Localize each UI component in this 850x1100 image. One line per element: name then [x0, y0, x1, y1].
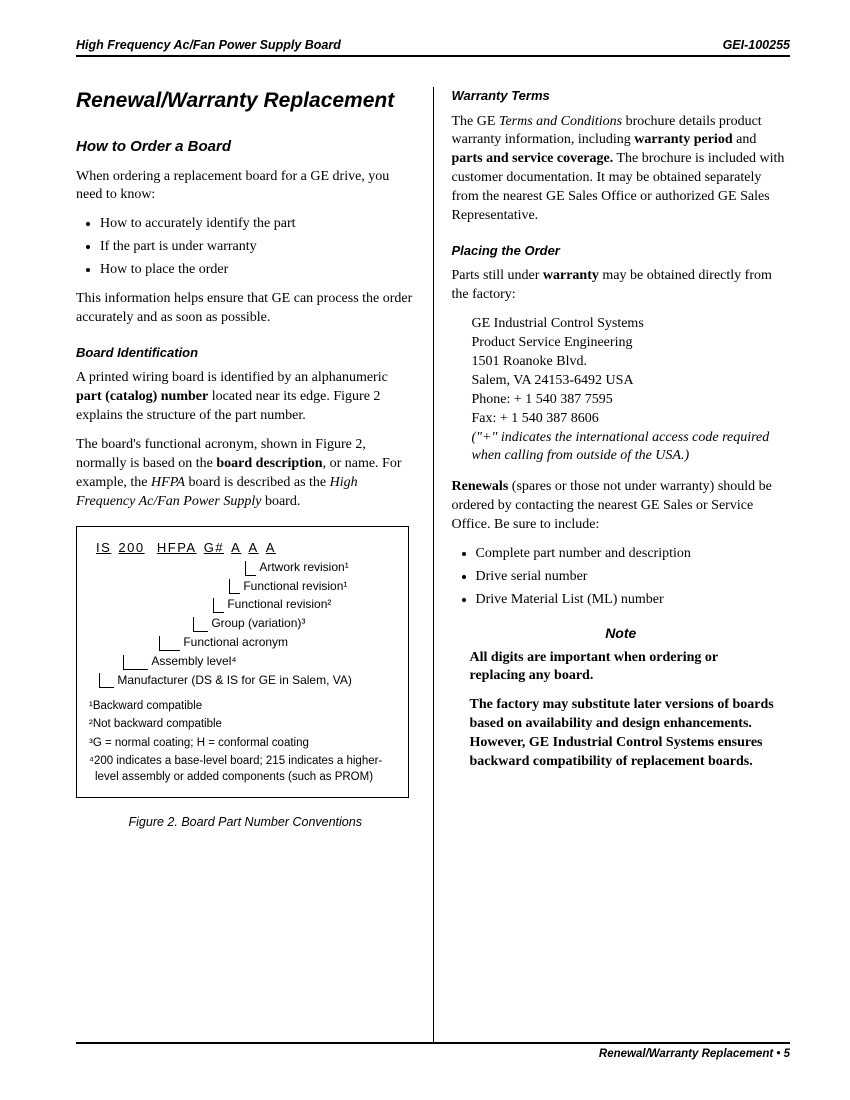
paragraph: Parts still under warranty may be obtain…: [452, 267, 791, 305]
paragraph: A printed wiring board is identified by …: [76, 369, 415, 426]
note-heading: Note: [452, 624, 791, 643]
page-footer: Renewal/Warranty Replacement • 5: [76, 1042, 790, 1060]
list-item: How to accurately identify the part: [100, 215, 415, 234]
part-number: IS 200 HFPA G# A A A: [95, 539, 396, 557]
list-item: How to place the order: [100, 261, 415, 280]
paragraph: When ordering a replacement board for a …: [76, 168, 415, 206]
list-item: Drive Material List (ML) number: [476, 591, 791, 610]
paragraph: This information helps ensure that GE ca…: [76, 290, 415, 328]
bullet-list: How to accurately identify the part If t…: [76, 215, 415, 280]
list-item: Complete part number and description: [476, 545, 791, 564]
section-placing-order: Placing the Order: [452, 242, 791, 260]
bullet-list: Complete part number and description Dri…: [452, 545, 791, 610]
section-warranty-terms: Warranty Terms: [452, 87, 791, 105]
figure-footnotes: ¹Backward compatible ²Not backward compa…: [89, 698, 396, 784]
header-left: High Frequency Ac/Fan Power Supply Board: [76, 38, 341, 52]
section-board-id: Board Identification: [76, 344, 415, 362]
note-text: All digits are important when ordering o…: [470, 649, 777, 687]
footer-text: Renewal/Warranty Replacement • 5: [599, 1048, 790, 1060]
part-number-tree: Artwork revision¹ Functional revision¹ F…: [89, 559, 396, 689]
header-right: GEI-100255: [723, 38, 790, 52]
paragraph: Renewals (spares or those not under warr…: [452, 478, 791, 535]
right-column: Warranty Terms The GE Terms and Conditio…: [433, 87, 791, 1042]
paragraph: The GE Terms and Conditions brochure det…: [452, 113, 791, 226]
paragraph: The board's functional acronym, shown in…: [76, 436, 415, 512]
figure-caption: Figure 2. Board Part Number Conventions: [76, 814, 415, 831]
page-header: High Frequency Ac/Fan Power Supply Board…: [76, 38, 790, 57]
figure-box: IS 200 HFPA G# A A A Artwork revision¹ F…: [76, 526, 409, 798]
list-item: Drive serial number: [476, 568, 791, 587]
section-how-to-order: How to Order a Board: [76, 137, 415, 157]
factory-address: GE Industrial Control Systems Product Se…: [472, 315, 791, 466]
list-item: If the part is under warranty: [100, 238, 415, 257]
left-column: Renewal/Warranty Replacement How to Orde…: [76, 87, 433, 1042]
page-title: Renewal/Warranty Replacement: [76, 87, 415, 115]
note-text: The factory may substitute later version…: [470, 696, 777, 772]
